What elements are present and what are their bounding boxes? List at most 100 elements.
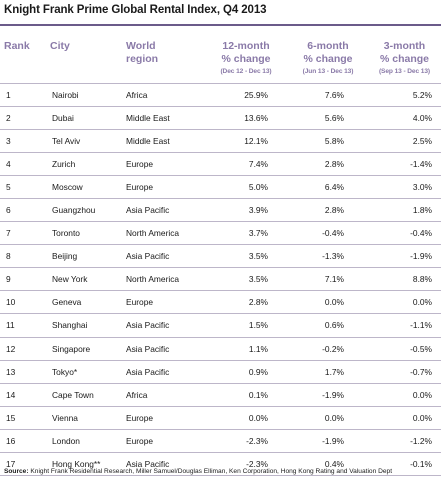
header-6-month-line1: 6-month — [307, 40, 349, 52]
region-cell: Asia Pacific — [126, 313, 204, 338]
rank-cell: 15 — [0, 405, 50, 430]
change-12-month-cell: 1.5% — [204, 313, 288, 338]
header-3-month-period: (Sep 13 - Dec 13) — [378, 68, 431, 75]
table-row: 2 Dubai Middle East 13.6% 5.6% 4.0% — [0, 105, 441, 130]
rank-cell: 14 — [0, 382, 50, 407]
city-cell: Tel Aviv — [50, 128, 126, 153]
change-12-month-cell: 0.1% — [204, 382, 288, 407]
change-12-month-cell: 1.1% — [204, 336, 288, 361]
change-12-month-cell: 0.0% — [204, 405, 288, 430]
source-label: Source: — [4, 468, 29, 475]
header-3-month-line2: % change — [379, 53, 429, 65]
region-cell: Europe — [126, 174, 204, 199]
region-cell: Middle East — [126, 105, 204, 130]
table-row: 15 Vienna Europe 0.0% 0.0% 0.0% — [0, 405, 441, 430]
city-cell: Shanghai — [50, 313, 126, 338]
rank-cell: 8 — [0, 244, 50, 268]
table-row: 1 Nairobi Africa 25.9% 7.6% 5.2% — [0, 82, 441, 107]
region-cell: Europe — [126, 151, 204, 176]
change-12-month-cell: -2.3% — [204, 451, 288, 477]
change-3-month-cell: -0.5% — [368, 336, 441, 361]
city-cell: Toronto — [50, 221, 126, 245]
change-6-month-cell: 6.4% — [288, 174, 368, 199]
header-region: World region — [126, 28, 204, 83]
header-rank: Rank — [4, 40, 30, 52]
change-6-month-cell: -0.4% — [288, 221, 368, 245]
city-cell: Zurich — [50, 151, 126, 176]
table-row: 6 Guangzhou Asia Pacific 3.9% 2.8% 1.8% — [0, 197, 441, 222]
change-12-month-cell: 3.5% — [204, 244, 288, 268]
rank-cell: 7 — [0, 221, 50, 245]
change-3-month-cell: -1.4% — [368, 151, 441, 176]
change-6-month-cell: 2.8% — [288, 151, 368, 176]
rank-cell: 4 — [0, 151, 50, 176]
city-cell: London — [50, 428, 126, 453]
city-cell: Singapore — [50, 336, 126, 361]
region-cell: Asia Pacific — [126, 359, 204, 384]
region-cell: Africa — [126, 382, 204, 407]
change-12-month-cell: 7.4% — [204, 151, 288, 176]
change-6-month-cell: -1.9% — [288, 428, 368, 453]
city-cell: Dubai — [50, 105, 126, 130]
city-cell: Hong Kong** — [50, 451, 126, 477]
change-12-month-cell: -2.3% — [204, 428, 288, 453]
region-cell: Europe — [126, 405, 204, 430]
rank-cell: 16 — [0, 428, 50, 453]
rank-cell: 6 — [0, 197, 50, 222]
rank-cell: 17 — [0, 451, 50, 477]
table-row: 17 Hong Kong** Asia Pacific -2.3% 0.4% -0.1% — [0, 451, 441, 477]
change-12-month-cell: 3.5% — [204, 267, 288, 291]
region-cell: Asia Pacific — [126, 197, 204, 222]
change-6-month-cell: -1.3% — [288, 244, 368, 268]
rank-cell: 10 — [0, 290, 50, 314]
region-cell: Africa — [126, 82, 204, 107]
source-note: Source: Knight Frank Residential Researc… — [4, 467, 434, 476]
region-cell: Asia Pacific — [126, 336, 204, 361]
change-3-month-cell: -0.4% — [368, 221, 441, 245]
change-3-month-cell: 2.5% — [368, 128, 441, 153]
change-12-month-cell: 0.9% — [204, 359, 288, 384]
region-cell: North America — [126, 221, 204, 245]
change-6-month-cell: 7.6% — [288, 82, 368, 107]
table-title: Knight Frank Prime Global Rental Index, … — [4, 4, 267, 16]
header-12-month-line2: % change — [221, 53, 271, 65]
city-cell: Guangzhou — [50, 197, 126, 222]
header-city: City — [50, 40, 70, 52]
table-row: 9 New York North America 3.5% 7.1% 8.8% — [0, 267, 441, 291]
change-3-month-cell: -1.1% — [368, 313, 441, 338]
header-12-month: 12-month % change (Dec 12 - Dec 13) — [204, 28, 288, 83]
change-6-month-cell: 7.1% — [288, 267, 368, 291]
header-6-month-line2: % change — [303, 53, 353, 65]
change-3-month-cell: 8.8% — [368, 267, 441, 291]
change-3-month-cell: 3.0% — [368, 174, 441, 199]
rank-cell: 2 — [0, 105, 50, 130]
change-12-month-cell: 12.1% — [204, 128, 288, 153]
region-cell: Europe — [126, 428, 204, 453]
header-12-month-line1: 12-month — [222, 40, 270, 52]
rank-cell: 3 — [0, 128, 50, 153]
change-3-month-cell: -0.1% — [368, 451, 441, 477]
region-cell: Middle East — [126, 128, 204, 153]
region-cell: North America — [126, 267, 204, 291]
table-row: 14 Cape Town Africa 0.1% -1.9% 0.0% — [0, 382, 441, 407]
city-cell: Tokyo* — [50, 359, 126, 384]
rental-index-table: Rank City World region 12-month % change… — [0, 28, 441, 477]
change-12-month-cell: 3.7% — [204, 221, 288, 245]
change-12-month-cell: 25.9% — [204, 82, 288, 107]
city-cell: Beijing — [50, 244, 126, 268]
table-row: 8 Beijing Asia Pacific 3.5% -1.3% -1.9% — [0, 244, 441, 268]
table-row: 7 Toronto North America 3.7% -0.4% -0.4% — [0, 221, 441, 245]
city-cell: Geneva — [50, 290, 126, 314]
change-3-month-cell: 5.2% — [368, 82, 441, 107]
header-region-line1: World — [126, 40, 156, 52]
table-row: 4 Zurich Europe 7.4% 2.8% -1.4% — [0, 151, 441, 176]
change-3-month-cell: 0.0% — [368, 382, 441, 407]
rank-cell: 9 — [0, 267, 50, 291]
table-row: 13 Tokyo* Asia Pacific 0.9% 1.7% -0.7% — [0, 359, 441, 384]
change-6-month-cell: 0.0% — [288, 290, 368, 314]
change-12-month-cell: 13.6% — [204, 105, 288, 130]
change-6-month-cell: -0.2% — [288, 336, 368, 361]
rank-cell: 13 — [0, 359, 50, 384]
change-12-month-cell: 3.9% — [204, 197, 288, 222]
region-cell: Asia Pacific — [126, 244, 204, 268]
